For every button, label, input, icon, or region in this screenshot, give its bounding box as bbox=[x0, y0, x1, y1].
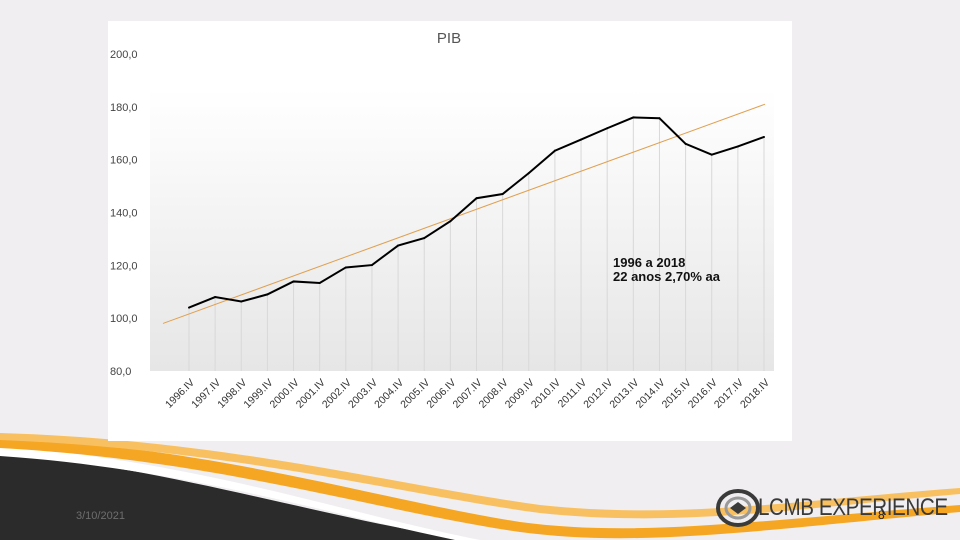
y-tick-label: 80,0 bbox=[110, 366, 131, 378]
data-point bbox=[240, 300, 243, 303]
data-point bbox=[606, 127, 609, 130]
y-tick-label: 200,0 bbox=[110, 49, 138, 61]
data-point bbox=[710, 153, 713, 156]
data-point bbox=[397, 244, 400, 247]
pib-line-chart: PIB 80,0 100,0 120,0 140,0 160,0 180,0 200,0 1… bbox=[110, 30, 774, 411]
swoosh-white-band bbox=[0, 446, 480, 540]
slide-date: 3/10/2021 bbox=[76, 510, 125, 522]
data-point bbox=[423, 237, 426, 240]
chart-panel: PIB 80,0 100,0 120,0 140,0 160,0 180,0 200,0 1… bbox=[108, 21, 792, 441]
y-tick-label: 180,0 bbox=[110, 102, 138, 114]
data-point bbox=[763, 135, 765, 138]
data-point bbox=[370, 264, 373, 267]
data-point bbox=[475, 197, 478, 200]
data-point bbox=[736, 145, 739, 148]
x-tick-label: 2018.IV bbox=[738, 377, 772, 411]
series-points bbox=[188, 116, 765, 309]
category-gridlines bbox=[188, 117, 765, 371]
annotation-line-1: 1996 a 2018 bbox=[613, 255, 685, 270]
data-point bbox=[501, 193, 504, 196]
y-tick-label: 140,0 bbox=[110, 208, 138, 220]
x-tick-label: 2010.IV bbox=[529, 377, 563, 411]
data-point bbox=[266, 293, 269, 296]
trend-line bbox=[162, 103, 766, 324]
y-axis-ticks: 80,0 100,0 120,0 140,0 160,0 180,0 200,0 bbox=[110, 49, 138, 378]
data-point bbox=[632, 116, 635, 119]
data-point bbox=[580, 138, 583, 141]
data-point bbox=[214, 296, 217, 299]
data-point bbox=[344, 266, 347, 269]
swoosh-orange-band bbox=[0, 437, 960, 539]
annotation-line-2: 22 anos 2,70% aa bbox=[613, 269, 721, 284]
data-point bbox=[658, 117, 661, 120]
data-point bbox=[553, 149, 556, 152]
data-point bbox=[318, 282, 321, 285]
data-point bbox=[292, 280, 295, 283]
data-point bbox=[188, 306, 190, 309]
data-point bbox=[684, 142, 687, 145]
y-tick-label: 160,0 bbox=[110, 155, 138, 167]
slide-number: 8 bbox=[878, 508, 885, 522]
data-point bbox=[527, 172, 530, 175]
x-axis-ticks: 1996.IV1997.IV1998.IV1999.IV2000.IV2001.… bbox=[163, 377, 772, 411]
y-tick-label: 100,0 bbox=[110, 313, 138, 325]
data-point bbox=[449, 220, 452, 223]
y-tick-label: 120,0 bbox=[110, 260, 138, 272]
swoosh-orange-upper bbox=[0, 433, 960, 519]
brand-name: LCMB EXPERIENCE bbox=[758, 494, 948, 521]
swoosh-dark-band bbox=[0, 452, 470, 540]
plot-area bbox=[150, 89, 774, 371]
chart-title: PIB bbox=[437, 30, 461, 47]
lcmb-logo-emblem-icon bbox=[716, 489, 760, 527]
